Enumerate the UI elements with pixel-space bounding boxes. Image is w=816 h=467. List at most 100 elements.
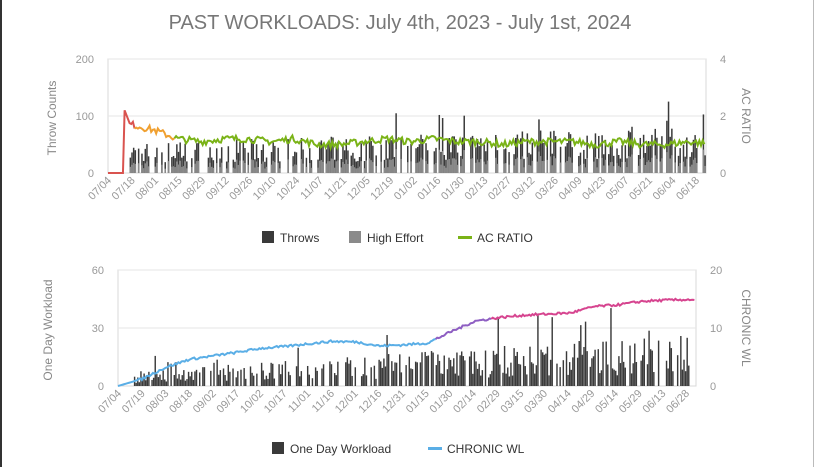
x-tick-label: 09/17 [215,388,243,416]
high-effort-bar [671,155,673,173]
workload-bar [175,362,177,386]
throws-bar [418,144,421,173]
workload-bar [526,374,528,386]
workload-bar [619,363,622,386]
workload-bar [503,345,506,386]
high-effort-bar [372,162,374,173]
high-effort-bar [332,158,334,173]
high-effort-bar [516,157,519,173]
workload-bar [268,372,271,386]
workload-bar [516,351,518,386]
throws-bar [559,146,562,173]
throws-bar [554,136,557,173]
workload-bar [198,372,201,386]
throws-bar [207,157,210,173]
workload-bar [484,350,487,386]
x-tick-label: 06/18 [674,175,702,203]
high-effort-bar [272,160,274,173]
high-effort-bar [679,163,681,173]
throws-bar [470,137,472,173]
high-effort-bar [232,167,235,173]
throws-bar [671,128,673,173]
throws-bar [604,139,607,173]
workload-bar [680,336,682,386]
workload-bar [624,367,626,386]
workload-bar [135,382,137,386]
high-effort-bar [182,166,185,173]
high-effort-bar [262,161,264,173]
workload-bar [235,377,237,386]
workload-bar [351,375,353,386]
high-effort-bar [144,163,147,173]
high-effort-bar [141,165,143,173]
high-effort-bar [310,167,313,173]
high-effort-bar [146,161,148,173]
throws-bar [659,144,661,173]
throws-bar [279,161,281,173]
workload-bar [414,361,417,386]
throws-bar [237,152,240,173]
throws-bar [272,142,274,173]
workload-bar [192,379,195,386]
high-effort-bar [254,167,256,173]
x-tick-label: 11/21 [322,175,349,202]
throws-bar [692,139,695,173]
high-effort-bar [358,166,361,173]
high-effort-bar [416,162,419,173]
high-effort-bar [292,166,294,173]
workload-chart: One Day Workload CHRONIC WL One Day Work… [41,265,753,456]
workload-bar [300,371,303,386]
high-effort-bar [528,164,530,173]
ac-ratio-line-high [108,109,136,174]
y2-tick-label: 20 [710,265,722,277]
workload-bar [321,368,323,386]
throws-bar [621,145,623,173]
x-tick-label: 09/12 [204,175,232,203]
workload-bar [457,375,460,386]
high-effort-bar [596,167,598,173]
high-effort-bar [242,160,245,173]
workload-bar [605,341,607,386]
workload-bar [611,368,614,386]
legend-throws-swatch [262,231,274,243]
high-effort-bar [350,166,353,173]
high-effort-bar [210,166,213,173]
throws-bar [694,135,696,173]
workload-bar [299,376,301,386]
high-effort-bar [661,158,663,173]
workload-bar [260,362,263,386]
high-effort-bar [333,167,336,173]
workload-bar [395,362,398,386]
high-effort-bar [451,158,454,173]
workload-bar [468,356,471,386]
high-effort-bar [325,163,328,173]
throws-bar [234,161,236,173]
throws-bar [302,149,304,173]
workload-bar [632,363,634,386]
workload-bar [535,365,538,386]
high-effort-bar [619,167,622,173]
workload-bar [160,379,163,386]
high-effort-bar [478,162,480,173]
workload-bar [565,351,568,386]
legend-chronic-wl-swatch [428,447,442,450]
legend-ac-ratio-swatch [458,236,472,239]
throws-bar [252,140,255,173]
high-effort-bar [654,155,657,173]
workload-bar [615,370,617,386]
high-effort-bar [370,160,372,173]
high-effort-bar [546,159,549,173]
high-effort-bar [568,156,570,173]
throws-bar [568,132,570,173]
workload-bar [148,371,150,386]
throws-bar [146,144,148,173]
high-effort-bar [666,152,668,173]
throws-bar [536,144,539,173]
x-tick-label: 09/02 [191,388,219,416]
x-tick-label: 08/01 [133,175,161,203]
throws-bar [182,155,185,173]
throws-bar [177,151,180,173]
workload-bar [394,362,396,386]
x-tick-label: 12/31 [380,388,408,416]
workload-bar [546,346,549,386]
